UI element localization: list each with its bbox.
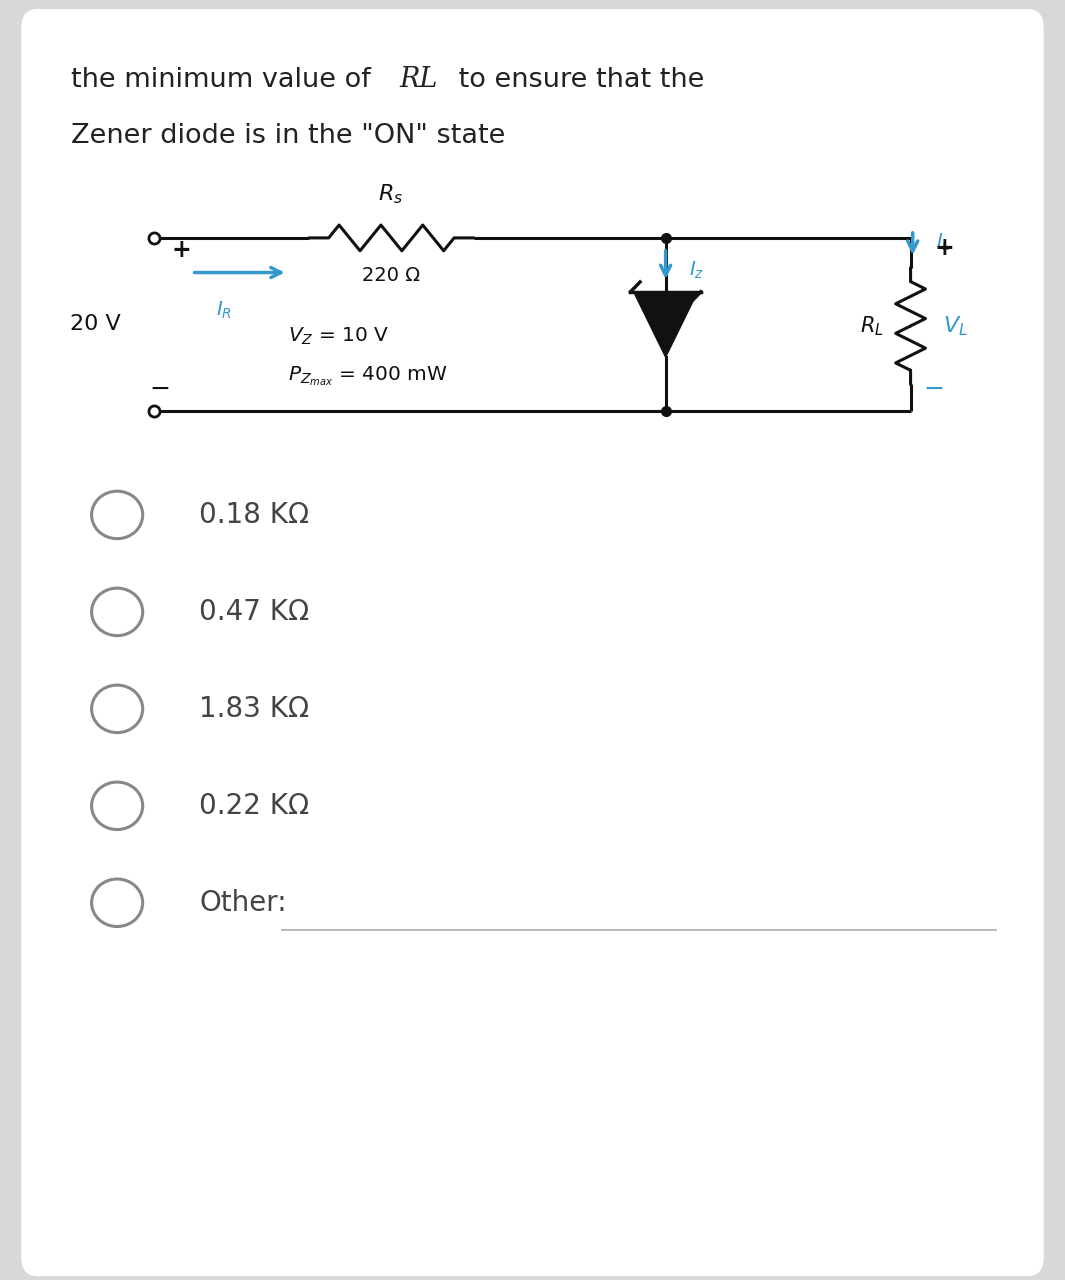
Polygon shape (634, 292, 698, 357)
Text: $P_{Z_{max}}$ = 400 mW: $P_{Z_{max}}$ = 400 mW (288, 365, 447, 388)
Text: $V_Z$ = 10 V: $V_Z$ = 10 V (288, 326, 389, 347)
Text: −: − (149, 378, 170, 402)
Text: +: + (171, 238, 191, 262)
Text: $R_s$: $R_s$ (378, 183, 404, 206)
Text: to ensure that the: to ensure that the (450, 67, 705, 92)
Text: 1.83 KΩ: 1.83 KΩ (199, 695, 309, 723)
Text: RL: RL (399, 67, 438, 93)
Text: +: + (935, 236, 954, 260)
Text: $I_L$: $I_L$ (936, 232, 951, 253)
Text: Zener diode is in the "ON" state: Zener diode is in the "ON" state (71, 123, 506, 148)
Text: $I_z$: $I_z$ (689, 260, 704, 282)
Text: Other:: Other: (199, 888, 286, 916)
Text: 220 Ω: 220 Ω (362, 266, 420, 284)
Text: $V_L$: $V_L$ (943, 314, 967, 338)
Text: 20 V: 20 V (70, 315, 121, 334)
Text: 0.18 KΩ: 0.18 KΩ (199, 500, 309, 529)
Text: 0.47 KΩ: 0.47 KΩ (199, 598, 309, 626)
Text: −: − (923, 378, 945, 402)
Text: $R_L$: $R_L$ (861, 314, 884, 338)
Text: 0.22 KΩ: 0.22 KΩ (199, 792, 309, 819)
Text: $I_R$: $I_R$ (216, 300, 231, 320)
Text: the minimum value of: the minimum value of (71, 67, 380, 92)
